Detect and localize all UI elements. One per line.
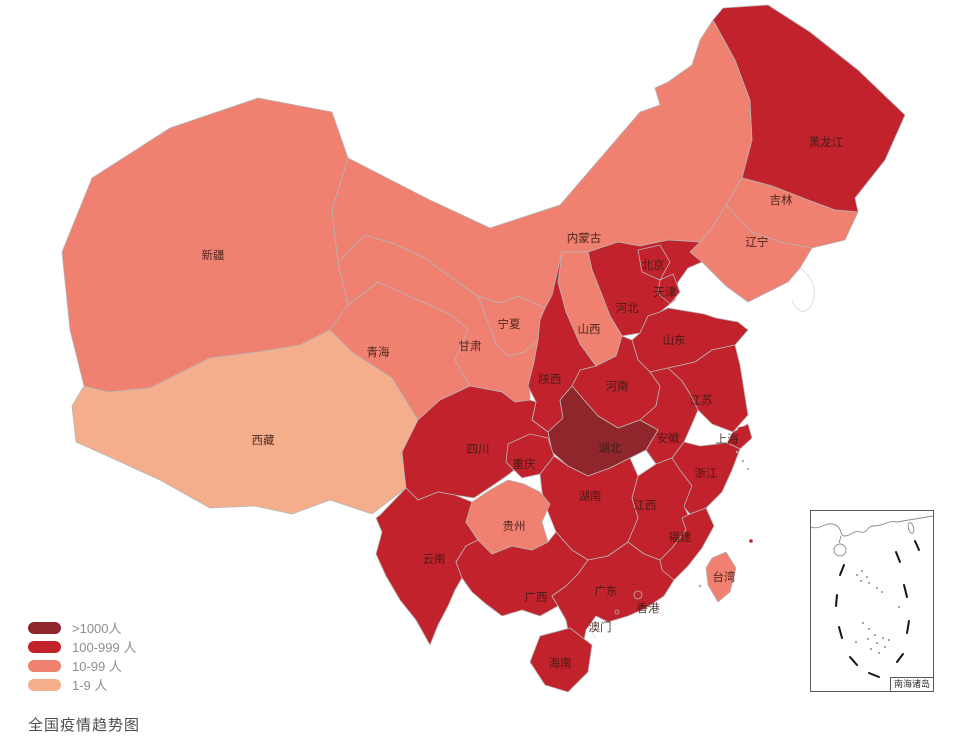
nine-dash-1 (839, 564, 845, 576)
inset-leizhou (838, 535, 842, 544)
penghu-islet (698, 584, 702, 588)
province-xianggang[interactable] (633, 590, 643, 600)
province-hubei[interactable] (547, 385, 659, 477)
inset-coastline (811, 515, 933, 537)
nine-dash-5 (868, 672, 880, 678)
legend-label-1-9: 1-9 人 (72, 678, 108, 693)
strait-islet (749, 539, 753, 543)
nine-dash-10 (914, 540, 920, 551)
legend-row-10-99: 10-99 人 (28, 656, 136, 675)
legend-label-100-999: 100-999 人 (72, 640, 137, 655)
legend-row-1-9: 1-9 人 (28, 675, 136, 694)
inset-taiwan (907, 522, 915, 534)
map-caption: 全国疫情趋势图 (28, 717, 141, 734)
legend-swatch-10-99 (28, 659, 61, 672)
province-beijing[interactable] (637, 244, 671, 281)
province-taiwan[interactable] (705, 551, 737, 603)
province-guizhou[interactable] (465, 479, 551, 555)
nine-dash-9 (895, 551, 901, 563)
chongming-island (737, 426, 747, 430)
nine-dash-4 (849, 656, 858, 666)
province-hainan[interactable] (529, 627, 593, 693)
zhoushan-islet-1 (735, 450, 739, 454)
province-aomen[interactable] (614, 609, 620, 615)
legend-swatch-gt1000 (28, 621, 61, 634)
south-china-sea-inset: 南海诸岛 (810, 510, 934, 692)
province-yunnan[interactable] (375, 487, 479, 646)
legend-label-10-99: 10-99 人 (72, 659, 122, 674)
legend-label-gt1000: >1000人 (72, 621, 122, 636)
province-guangdong[interactable] (551, 541, 675, 651)
inset-island-dots (855, 570, 900, 654)
inset-svg (811, 515, 933, 678)
province-shanghai[interactable] (726, 423, 753, 450)
province-chongqing[interactable] (505, 433, 555, 479)
province-tianjin[interactable] (657, 273, 681, 305)
legend: >1000人 100-999 人 10-99 人 1-9 人 (28, 618, 136, 694)
korea-outline (791, 267, 815, 312)
nine-dash-6 (896, 653, 904, 663)
legend-row-gt1000: >1000人 (28, 618, 136, 637)
inset-hainan (833, 543, 847, 557)
nine-dash-2 (835, 594, 838, 607)
zhoushan-islet-3 (746, 467, 750, 471)
nine-dash-7 (906, 620, 910, 634)
legend-swatch-1-9 (28, 678, 61, 691)
nine-dash-3 (838, 626, 843, 639)
nine-dash-8 (903, 584, 908, 598)
inset-label: 南海诸岛 (889, 677, 933, 691)
legend-row-100-999: 100-999 人 (28, 637, 136, 656)
zhoushan-islet-2 (741, 459, 745, 463)
legend-swatch-100-999 (28, 640, 61, 653)
